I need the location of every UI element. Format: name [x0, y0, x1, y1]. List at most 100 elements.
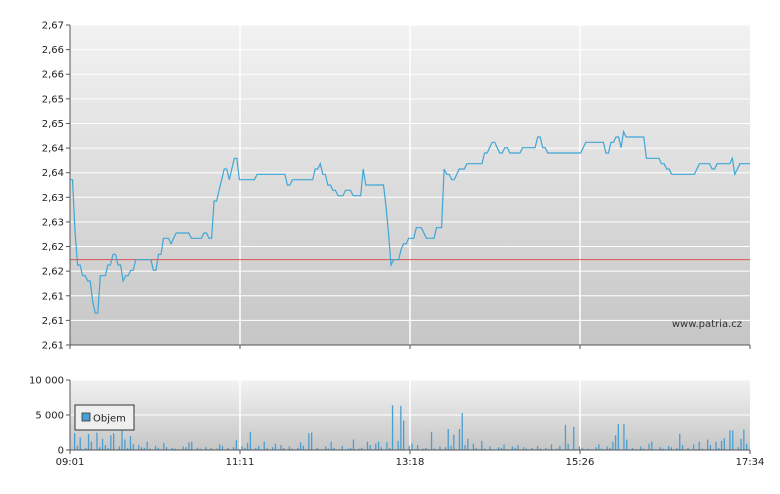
volume-bar [411, 443, 413, 450]
volume-bar [687, 447, 689, 450]
volume-bar [104, 445, 106, 450]
volume-bar [347, 448, 349, 450]
volume-bar [729, 430, 731, 450]
volume-bar [333, 447, 335, 450]
price-y-tick-label: 2,66 [42, 45, 64, 56]
volume-bar [614, 435, 617, 450]
volume-bar [266, 447, 268, 450]
volume-bar [96, 432, 98, 450]
price-y-tick-label: 2,66 [42, 70, 64, 81]
volume-bar [417, 445, 419, 450]
volume-bar [74, 433, 76, 450]
x-tick-label: 15:26 [566, 457, 595, 468]
volume-bar [99, 447, 101, 450]
volume-bar [651, 441, 653, 450]
volume-bar [350, 447, 352, 450]
volume-bar [500, 447, 502, 450]
volume-bar [76, 445, 79, 450]
volume-bar [400, 405, 402, 450]
volume-bar [101, 438, 104, 450]
volume-bar [573, 426, 575, 450]
volume-bar [617, 424, 619, 450]
volume-bar [241, 446, 243, 450]
volume-bar [85, 447, 87, 450]
volume-bar [698, 441, 700, 450]
volume-bar [433, 448, 435, 450]
volume-bar [567, 443, 569, 450]
volume-bar [447, 429, 449, 450]
volume-y-tick-label: 5 000 [35, 411, 64, 422]
volume-bar [511, 446, 514, 450]
volume-bar [642, 448, 645, 450]
volume-bar [709, 445, 712, 450]
volume-bar [280, 445, 282, 450]
volume-bar [578, 446, 580, 450]
volume-bar [531, 447, 533, 450]
volume-bar [227, 447, 229, 450]
legend-label: Objem [93, 414, 126, 425]
volume-bar [140, 447, 143, 450]
volume-bar [720, 440, 723, 450]
volume-bar [667, 445, 670, 450]
volume-bar [595, 447, 597, 450]
volume-bar [90, 441, 92, 450]
volume-bar [601, 448, 603, 450]
volume-bar [143, 447, 145, 450]
volume-bar [587, 448, 589, 450]
volume-bar [166, 447, 168, 450]
volume-bar [732, 430, 734, 450]
volume-bar [743, 429, 745, 450]
volume-bar [648, 443, 650, 450]
price-y-tick-label: 2,62 [42, 267, 64, 278]
volume-legend: Objem [74, 404, 135, 431]
volume-bar [550, 444, 553, 450]
volume-bar [545, 447, 547, 450]
volume-bar [188, 442, 190, 450]
volume-bar [606, 446, 608, 450]
volume-bar [124, 439, 126, 450]
volume-bar [539, 448, 541, 450]
watermark-text: www.patria.cz [672, 319, 742, 330]
volume-bar [408, 445, 410, 450]
volume-bar [397, 440, 399, 450]
volume-bar [676, 447, 678, 450]
volume-bar [325, 446, 327, 450]
price-y-tick-label: 2,61 [42, 316, 64, 327]
volume-bar [386, 442, 388, 450]
volume-bar [330, 441, 332, 450]
volume-bar [536, 445, 539, 450]
volume-bar [196, 447, 198, 450]
volume-bar [132, 444, 134, 450]
volume-bar [221, 445, 224, 450]
volume-bar [707, 439, 709, 450]
volume-bar [522, 447, 525, 450]
volume-bar [425, 447, 427, 450]
volume-bar [517, 445, 519, 450]
x-tick-label: 17:34 [736, 457, 765, 468]
volume-bar [472, 443, 474, 450]
volume-bar [581, 447, 583, 450]
volume-bar [556, 448, 558, 450]
volume-bar [369, 445, 371, 450]
volume-bar [464, 445, 466, 450]
volume-bar [458, 429, 461, 450]
volume-bar [701, 448, 703, 450]
price-y-tick-label: 2,65 [42, 94, 64, 105]
volume-bar [185, 447, 187, 450]
volume-y-tick-label: 0 [58, 446, 64, 457]
volume-bar [232, 447, 235, 450]
volume-bar [598, 444, 600, 450]
volume-bar [263, 441, 265, 450]
volume-bar [737, 447, 739, 450]
volume-bar [481, 440, 483, 450]
price-y-tick-label: 2,62 [42, 242, 64, 253]
volume-bar [182, 446, 184, 450]
volume-bar [631, 447, 633, 450]
volume-bar [171, 447, 173, 450]
volume-bar [503, 444, 505, 450]
volume-bar [210, 447, 212, 450]
volume-bar [453, 434, 455, 450]
price-y-tick-label: 2,67 [42, 21, 64, 32]
volume-bar [149, 448, 151, 450]
volume-bar [199, 448, 201, 450]
